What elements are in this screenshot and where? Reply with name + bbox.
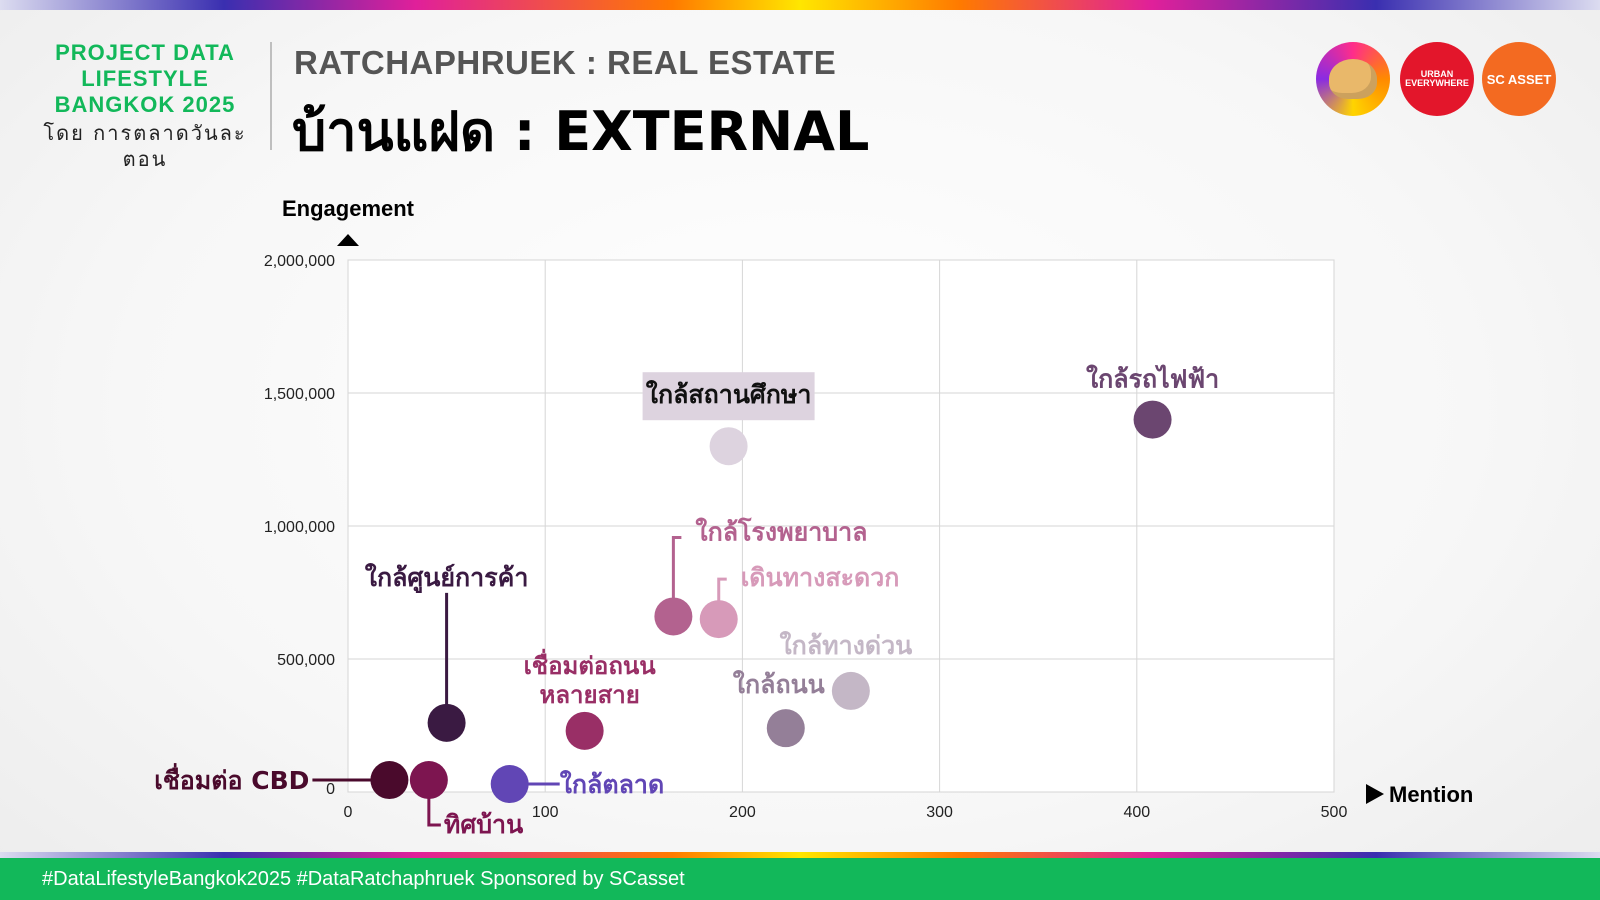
y-axis-label: Engagement	[282, 196, 415, 221]
data-point-9	[370, 761, 409, 800]
brand-block: PROJECT DATA LIFESTYLE BANGKOK 2025 โดย …	[30, 40, 260, 172]
y-tick-label-0: 0	[326, 781, 335, 798]
data-label-8-line-1: เชื่อมต่อถนน	[524, 648, 657, 680]
urban-logo-line-1: URBAN	[1420, 69, 1454, 79]
y-axis-arrow-icon	[337, 234, 359, 246]
data-point-4	[699, 600, 738, 639]
data-label-8-line-2: หลายสาย	[540, 681, 640, 709]
brand-by-line: โดย การตลาดวันละตอน	[43, 121, 247, 171]
x-axis-arrow-icon	[1366, 784, 1384, 804]
leader-line-4	[717, 577, 727, 604]
data-point-11	[490, 765, 529, 804]
data-label-3: ใกล้โรงพยาบาล	[695, 516, 867, 546]
footer-hashtags: #DataLifestyleBangkok2025 #DataRatchaphr…	[0, 858, 1600, 900]
x-tick-label-100: 100	[532, 804, 559, 821]
hat-icon	[1329, 59, 1377, 99]
data-label-highlight-2	[642, 372, 815, 421]
data-label-5: ใกล้ทางด่วน	[779, 630, 912, 660]
header-divider	[270, 42, 272, 150]
y-tick-label-2000000: 2,000,000	[264, 253, 335, 270]
data-label-6: ใกล้ถนน	[733, 669, 825, 699]
y-tick-label-500000: 500,000	[277, 652, 335, 669]
sc-asset-logo-text: SC ASSET	[1486, 71, 1552, 87]
data-label-4: เดินทางสะดวก	[741, 563, 900, 592]
data-point-7	[427, 703, 466, 742]
x-tick-label-400: 400	[1123, 804, 1150, 821]
bottom-rainbow-bar	[0, 852, 1600, 858]
data-label-2: ใกล้สถานศึกษา	[646, 379, 812, 409]
data-label-1: ใกล้รถไฟฟ้า	[1086, 364, 1219, 394]
y-tick-label-1000000: 1,000,000	[264, 519, 335, 536]
hat-character-logo-icon	[1316, 42, 1390, 116]
data-point-3	[654, 597, 693, 636]
x-tick-label-0: 0	[344, 804, 353, 821]
top-rainbow-bar	[0, 0, 1600, 10]
leader-line-10	[427, 798, 441, 827]
brand-line-1: PROJECT DATA	[55, 40, 235, 65]
y-tick-label-1500000: 1,500,000	[264, 386, 335, 403]
urban-logo-line-2: EVERYWHERE	[1405, 78, 1469, 88]
data-point-10	[409, 761, 448, 800]
leader-line-3	[671, 535, 682, 599]
x-tick-label-300: 300	[926, 804, 953, 821]
page-kicker: RATCHAPHRUEK : REAL ESTATE	[294, 44, 837, 81]
brand-line-3: BANGKOK 2025	[54, 92, 236, 117]
page-title: บ้านแฝด : EXTERNAL	[292, 100, 870, 163]
data-label-11: ใกล้ตลาด	[560, 769, 665, 799]
data-point-5	[831, 671, 870, 710]
urban-everywhere-logo: URBAN EVERYWHERE	[1400, 42, 1474, 116]
data-label-9: เชื่อมต่อ CBD	[154, 763, 309, 795]
data-label-10: ทิศบ้าน	[444, 810, 523, 839]
brand-line-2: LIFESTYLE	[81, 66, 209, 91]
x-axis-label: Mention	[1389, 782, 1473, 807]
x-tick-label-200: 200	[729, 804, 756, 821]
data-label-7: ใกล้ศูนย์การค้า	[365, 562, 529, 594]
data-point-2	[709, 427, 748, 466]
data-point-8	[565, 711, 604, 750]
data-point-1	[1133, 400, 1172, 439]
data-point-6	[766, 709, 805, 748]
sc-asset-logo: SC ASSET	[1482, 42, 1556, 116]
x-tick-label-500: 500	[1321, 804, 1348, 821]
